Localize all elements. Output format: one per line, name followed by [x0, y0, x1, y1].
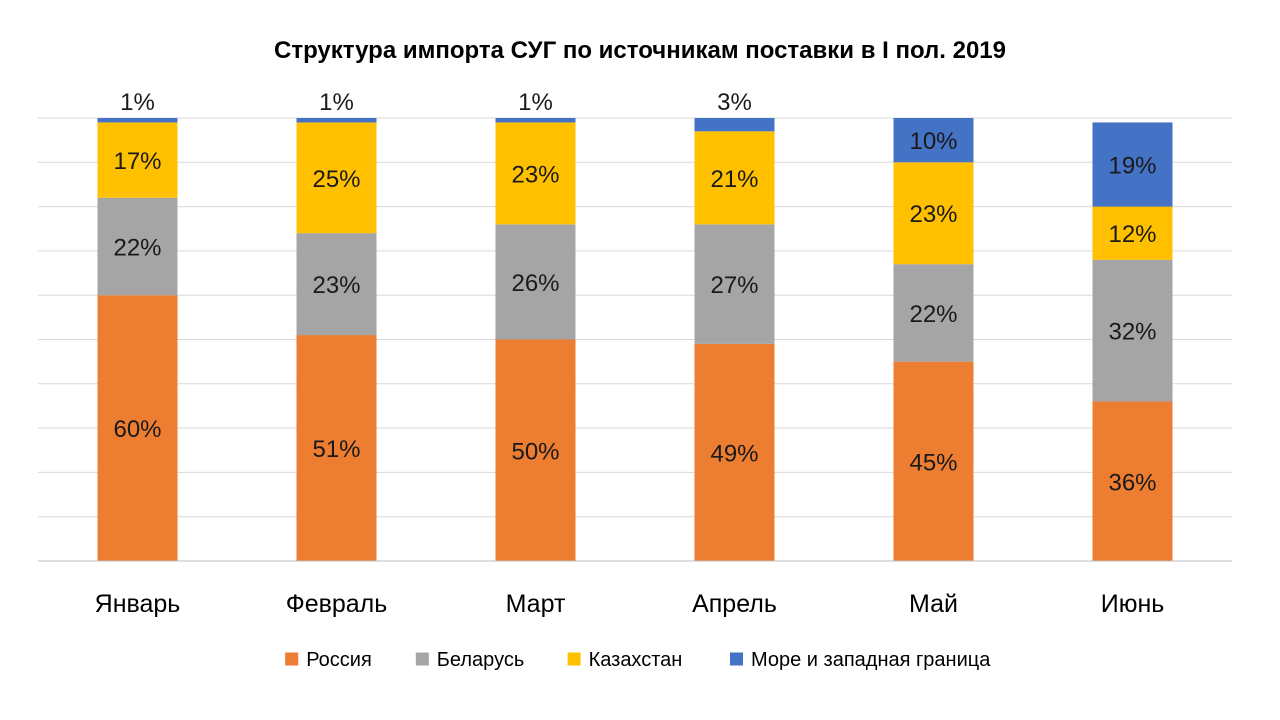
bar-segment [893, 361, 974, 561]
bar-segment [296, 233, 377, 336]
data-label: 51% [312, 436, 360, 463]
bar-segment [694, 224, 775, 344]
data-label: 23% [312, 272, 360, 299]
legend-label: Беларусь [437, 649, 524, 671]
data-label: 19% [1108, 153, 1156, 180]
data-label: 1% [120, 89, 155, 116]
bar-group: 49% 27% 21% 3% [694, 89, 775, 561]
legend-item: Казахстан [567, 649, 683, 671]
x-tick-label: Июнь [1101, 590, 1165, 618]
bar-group: 51% 23% 25% 1% [296, 89, 377, 561]
x-axis: Январь Февраль Март Апрель Май Июнь [38, 560, 1232, 618]
bar-segment [296, 335, 377, 561]
bar-segment [694, 118, 775, 132]
legend-item: Беларусь [415, 649, 524, 671]
x-tick-label: Февраль [286, 590, 388, 618]
bar-group: 45% 22% 23% 10% [893, 118, 974, 561]
bar-group: 60% 22% 17% 1% [97, 89, 178, 561]
legend-label: Россия [306, 649, 372, 671]
data-label: 36% [1108, 469, 1156, 496]
bars: 60% 22% 17% 1% 51% 23% 25% 1% 50% 26% 23% 1% 49% 27% 2… [97, 89, 1173, 561]
data-label: 1% [518, 89, 553, 116]
legend-swatch [567, 652, 581, 666]
bar-segment [296, 122, 377, 234]
x-tick-label: Март [506, 590, 566, 618]
data-label: 22% [113, 234, 161, 261]
bar-segment [495, 122, 576, 225]
legend-swatch [415, 652, 429, 666]
data-label: 10% [909, 128, 957, 155]
data-label: 45% [909, 449, 957, 476]
legend-item: Россия [285, 649, 372, 671]
x-tick-label: Апрель [692, 590, 777, 618]
legend-label: Море и западная граница [751, 649, 991, 671]
legend: Россия Беларусь Казахстан Море и западная г… [285, 649, 991, 671]
legend-label: Казахстан [589, 649, 683, 671]
data-label: 12% [1108, 221, 1156, 248]
bar-segment [97, 197, 178, 296]
bar-segment [495, 224, 576, 340]
bar-segment [893, 162, 974, 265]
data-label: 23% [511, 161, 559, 188]
bar-segment [694, 343, 775, 561]
data-label: 23% [909, 201, 957, 228]
data-label: 1% [319, 89, 354, 116]
bar-segment [97, 122, 178, 198]
data-label: 60% [113, 416, 161, 443]
x-tick-label: Январь [95, 590, 181, 618]
bar-segment [97, 295, 178, 561]
bar-segment [495, 339, 576, 561]
data-label: 27% [710, 272, 758, 299]
bar-segment [97, 118, 178, 123]
legend-swatch [285, 652, 299, 666]
data-label: 3% [717, 89, 752, 116]
data-label: 50% [511, 438, 559, 465]
legend-item: Море и западная граница [730, 649, 991, 671]
bar-segment [1092, 122, 1173, 207]
bar-group: 36% 32% 12% 19% [1092, 122, 1173, 561]
data-label: 21% [710, 166, 758, 193]
bar-segment [296, 118, 377, 123]
chart-title: Структура импорта СУГ по источникам пост… [274, 37, 1006, 64]
data-label: 26% [511, 270, 559, 297]
gridlines [38, 117, 1232, 518]
bar-segment [1092, 259, 1173, 402]
data-label: 17% [113, 148, 161, 175]
legend-swatch [730, 652, 743, 666]
bar-group: 50% 26% 23% 1% [495, 89, 576, 561]
data-label: 49% [710, 440, 758, 467]
bar-segment [1092, 401, 1173, 561]
bar-segment [495, 118, 576, 123]
bar-segment [1092, 206, 1173, 260]
data-label: 22% [909, 301, 957, 328]
data-label: 32% [1108, 319, 1156, 346]
bar-segment [893, 118, 974, 163]
data-label: 25% [312, 166, 360, 193]
x-tick-label: Май [909, 590, 958, 618]
bar-segment [893, 264, 974, 362]
bar-segment [694, 131, 775, 225]
